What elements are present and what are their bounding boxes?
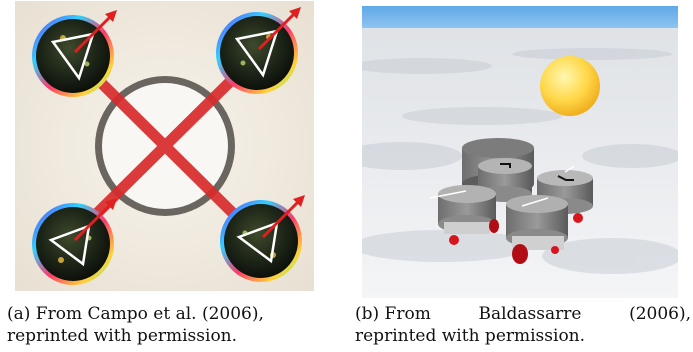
robot-top-left <box>32 10 117 97</box>
caption-b-line2: reprinted with permission. <box>355 326 586 346</box>
robot-top-right <box>216 7 301 94</box>
caption-b-word-1: (b) From <box>355 304 431 324</box>
robot-bottom-left <box>32 198 117 285</box>
caption-a-line1: (a) From Campo et al. (2006), <box>7 304 264 324</box>
robots-photo-illustration <box>15 1 314 291</box>
caption-b-line1: (b) From Baldassarre (2006), <box>355 303 691 325</box>
figure-b-simulation-render <box>362 6 678 298</box>
caption-a-line2: reprinted with permission. <box>7 326 238 346</box>
caption-b-word-2: Baldassarre <box>478 304 582 324</box>
robot-left <box>429 185 499 245</box>
robot-front <box>506 195 568 264</box>
connection-lines <box>71 53 259 239</box>
caption-figure-b: (b) From Baldassarre (2006), reprinted w… <box>355 303 691 347</box>
caption-figure-a: (a) From Campo et al. (2006), reprinted … <box>7 303 317 347</box>
simulation-illustration <box>362 6 678 298</box>
light-source-sphere <box>540 56 600 116</box>
caption-b-word-3: (2006), <box>629 304 691 324</box>
figure-a-robots-photo <box>15 1 314 291</box>
robot-bottom-right <box>220 195 305 282</box>
